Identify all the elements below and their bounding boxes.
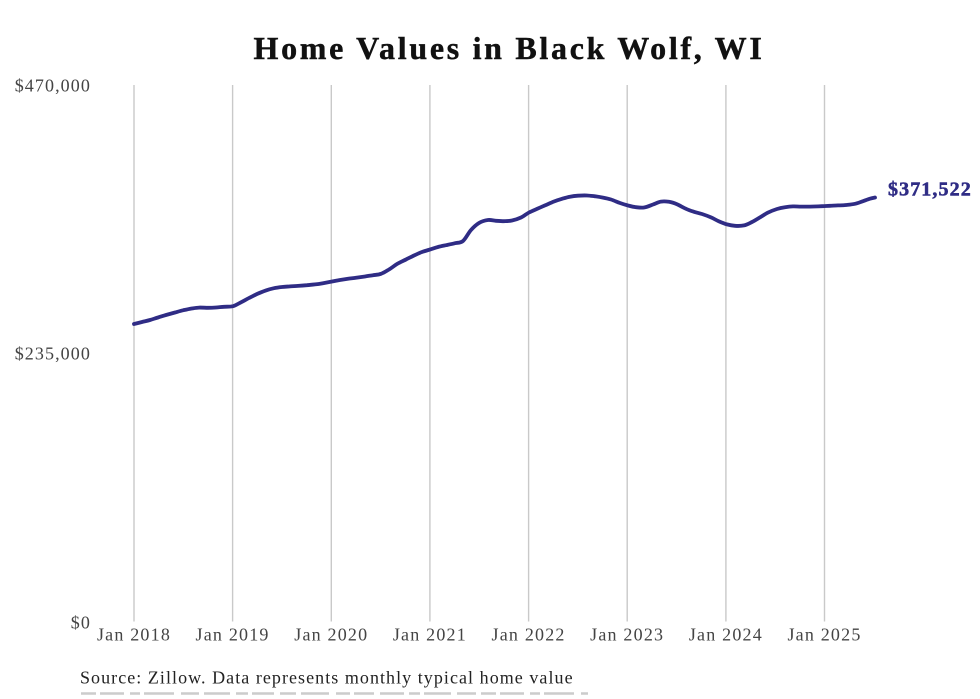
svg-text:$371,522: $371,522 — [888, 179, 972, 201]
svg-text:$235,000: $235,000 — [15, 344, 91, 364]
svg-text:Source: Zillow. Data represent: Source: Zillow. Data represents monthly … — [80, 668, 574, 688]
svg-text:$0: $0 — [71, 613, 91, 633]
svg-text:Jan 2023: Jan 2023 — [590, 625, 664, 645]
svg-text:Jan 2019: Jan 2019 — [196, 625, 270, 645]
svg-text:Home Values in Black Wolf, WI: Home Values in Black Wolf, WI — [254, 30, 765, 66]
svg-text:Jan 2024: Jan 2024 — [689, 625, 763, 645]
svg-text:Jan 2021: Jan 2021 — [393, 625, 467, 645]
svg-text:Jan 2020: Jan 2020 — [294, 625, 368, 645]
svg-text:Jan 2022: Jan 2022 — [492, 625, 566, 645]
svg-text:$470,000: $470,000 — [15, 76, 91, 96]
svg-text:Jan 2018: Jan 2018 — [97, 625, 171, 645]
svg-text:Jan 2025: Jan 2025 — [787, 625, 861, 645]
